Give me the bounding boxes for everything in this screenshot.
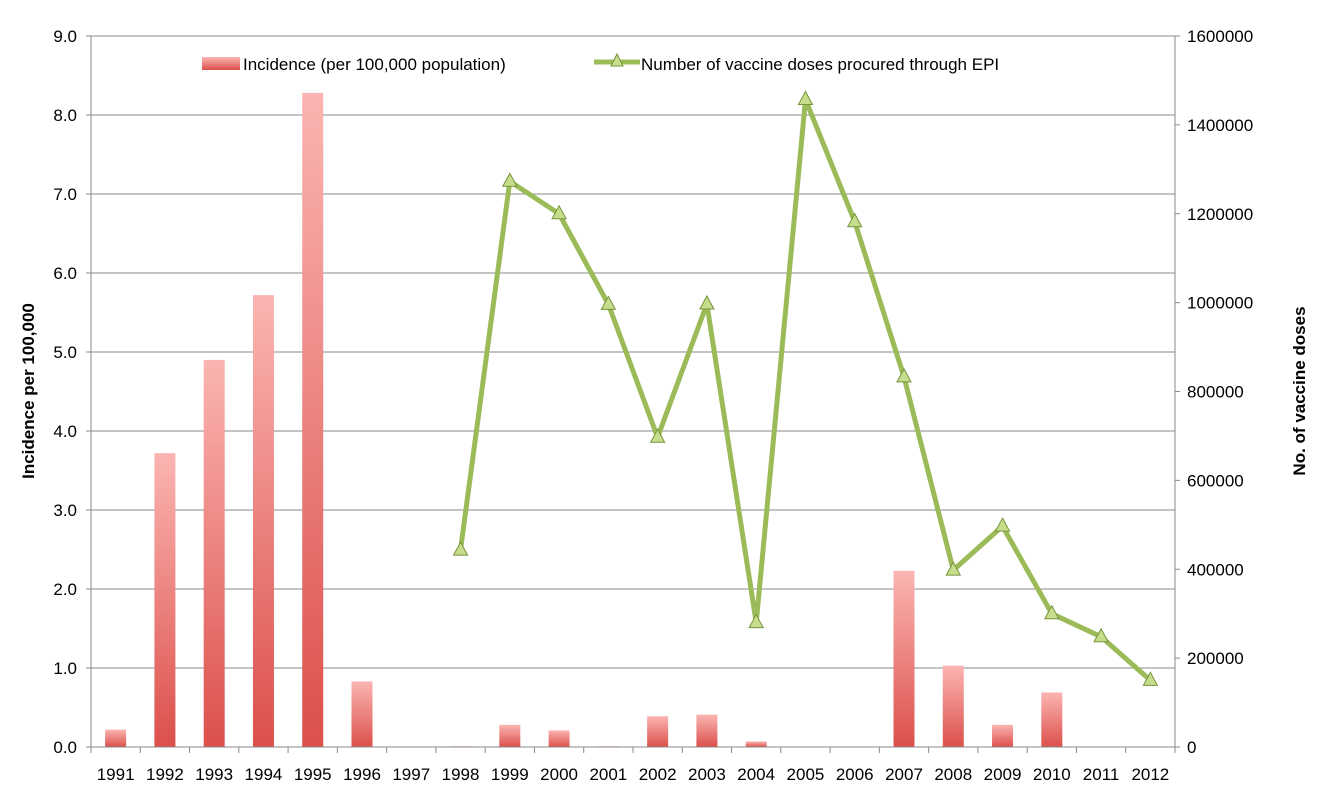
y-left-tick-label: 1.0 (53, 659, 77, 678)
bar (992, 724, 1014, 747)
line-point (797, 90, 814, 106)
x-tick-label: 2003 (688, 765, 726, 784)
line-point (649, 428, 666, 443)
x-tick-label: 2000 (540, 765, 578, 784)
y-right-tick-label: 200000 (1187, 649, 1244, 668)
line-point (1093, 627, 1109, 643)
y-left-tick-label: 2.0 (53, 580, 77, 599)
x-tick-label: 2012 (1131, 765, 1169, 784)
y-left-tick-label: 6.0 (53, 264, 77, 283)
bar (154, 453, 176, 747)
line-point (551, 204, 567, 220)
legend-bar-swatch (202, 57, 240, 70)
y-left-tick-label: 8.0 (53, 106, 77, 125)
y-right-tick-label: 400000 (1187, 560, 1244, 579)
line-series (452, 90, 1159, 686)
x-tick-label: 1994 (245, 765, 283, 784)
x-tick-label: 2001 (589, 765, 627, 784)
bar (499, 724, 521, 747)
x-tick-label: 1999 (491, 765, 529, 784)
x-tick-label: 2006 (836, 765, 874, 784)
line-point (945, 561, 962, 576)
bar (1041, 692, 1063, 747)
x-tick-label: 1996 (343, 765, 381, 784)
y-left-tick-label: 5.0 (53, 343, 77, 362)
x-tick-label: 2011 (1083, 765, 1120, 784)
bar (252, 295, 274, 747)
x-tick-label: 2008 (934, 765, 972, 784)
line-point (1142, 671, 1159, 686)
legend-bar-label: Incidence (per 100,000 population) (243, 55, 506, 74)
y-right-tick-label: 1400000 (1187, 116, 1253, 135)
legend-line-marker (610, 52, 624, 67)
x-tick-label: 2005 (787, 765, 825, 784)
x-tick-label: 1991 (97, 765, 135, 784)
line-point (1043, 604, 1060, 620)
y-right-tick-label: 1000000 (1187, 294, 1253, 313)
line-point (501, 172, 518, 187)
legend-line-label: Number of vaccine doses procured through… (641, 55, 999, 74)
bar (893, 570, 915, 747)
x-tick-label: 2004 (737, 765, 775, 784)
bar (302, 92, 324, 747)
y-right-tick-label: 800000 (1187, 383, 1244, 402)
x-tick-label: 1998 (442, 765, 480, 784)
x-tick-label: 1993 (195, 765, 233, 784)
y-right-tick-label: 0 (1187, 738, 1196, 757)
y-left-tick-label: 4.0 (53, 422, 77, 441)
y-right-tick-label: 600000 (1187, 471, 1244, 490)
x-tick-label: 1992 (146, 765, 184, 784)
line-point (699, 294, 715, 310)
bar (203, 359, 225, 747)
bar (351, 681, 373, 747)
line-point (994, 517, 1011, 532)
bar (745, 741, 767, 747)
y-left-tick-label: 0.0 (53, 738, 77, 757)
x-tick-label: 1997 (392, 765, 430, 784)
line-point (452, 541, 469, 556)
x-tick-label: 2009 (984, 765, 1022, 784)
y-left-tick-label: 9.0 (53, 27, 77, 46)
y-right-tick-label: 1600000 (1187, 27, 1253, 46)
bar (105, 729, 127, 747)
axis-labels: 0.0 1.0 2.0 3.0 4.0 5.0 6.0 7.0 8.0 9.0 0 200000 400… (53, 27, 1253, 784)
x-tick-label: 1995 (294, 765, 332, 784)
bar (942, 665, 964, 747)
series-line (458, 97, 1153, 683)
bar (548, 730, 570, 747)
x-tick-label: 2007 (885, 765, 923, 784)
line-point (896, 367, 912, 383)
y-right-tick-label: 1200000 (1187, 205, 1253, 224)
y-left-tick-label: 3.0 (53, 501, 77, 520)
bar (647, 716, 669, 747)
line-point (846, 212, 863, 228)
y-left-tick-label: 7.0 (53, 185, 77, 204)
line-point (600, 295, 617, 310)
x-tick-label: 2002 (639, 765, 677, 784)
bar (696, 714, 718, 747)
axes (86, 35, 1180, 753)
y-left-axis-title: Incidence per 100,000 (19, 303, 38, 479)
bar-series (105, 92, 1063, 747)
y-right-axis-title: No. of vaccine doses (1290, 306, 1309, 475)
x-tick-label: 2010 (1033, 765, 1071, 784)
line-point (748, 613, 765, 629)
legend: Incidence (per 100,000 population) Numbe… (202, 52, 999, 74)
